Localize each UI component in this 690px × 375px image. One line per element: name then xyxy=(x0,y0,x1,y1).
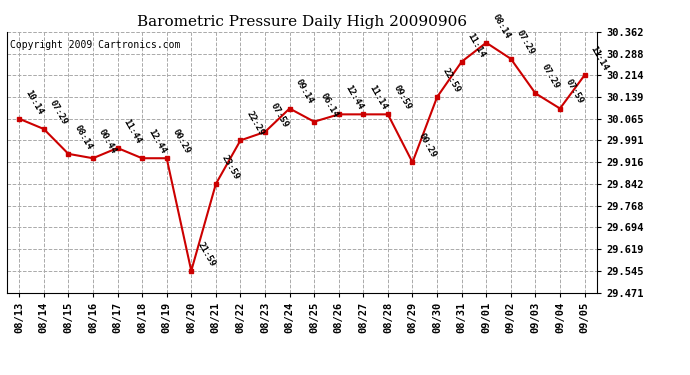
Text: 22:59: 22:59 xyxy=(441,66,462,94)
Text: 11:14: 11:14 xyxy=(368,84,388,112)
Text: 08:14: 08:14 xyxy=(72,123,94,151)
Text: 06:14: 06:14 xyxy=(318,91,339,119)
Text: 22:29: 22:29 xyxy=(244,110,266,138)
Title: Barometric Pressure Daily High 20090906: Barometric Pressure Daily High 20090906 xyxy=(137,15,467,29)
Text: 07:29: 07:29 xyxy=(540,63,561,90)
Text: 07:29: 07:29 xyxy=(515,28,536,56)
Text: 21:59: 21:59 xyxy=(195,240,217,268)
Text: 00:29: 00:29 xyxy=(417,132,438,159)
Text: 09:59: 09:59 xyxy=(392,84,413,112)
Text: 08:14: 08:14 xyxy=(491,12,511,40)
Text: 07:29: 07:29 xyxy=(48,98,69,126)
Text: 07:59: 07:59 xyxy=(269,101,290,129)
Text: 11:44: 11:44 xyxy=(121,117,143,145)
Text: 00:44: 00:44 xyxy=(97,128,118,156)
Text: 00:29: 00:29 xyxy=(171,128,192,156)
Text: 10:14: 10:14 xyxy=(23,88,45,116)
Text: 23:59: 23:59 xyxy=(220,153,242,181)
Text: 09:14: 09:14 xyxy=(294,78,315,106)
Text: 11:14: 11:14 xyxy=(466,31,487,59)
Text: 11:14: 11:14 xyxy=(589,45,610,72)
Text: 12:44: 12:44 xyxy=(343,84,364,112)
Text: 12:44: 12:44 xyxy=(146,128,168,156)
Text: Copyright 2009 Cartronics.com: Copyright 2009 Cartronics.com xyxy=(10,40,180,50)
Text: 07:59: 07:59 xyxy=(564,78,585,106)
